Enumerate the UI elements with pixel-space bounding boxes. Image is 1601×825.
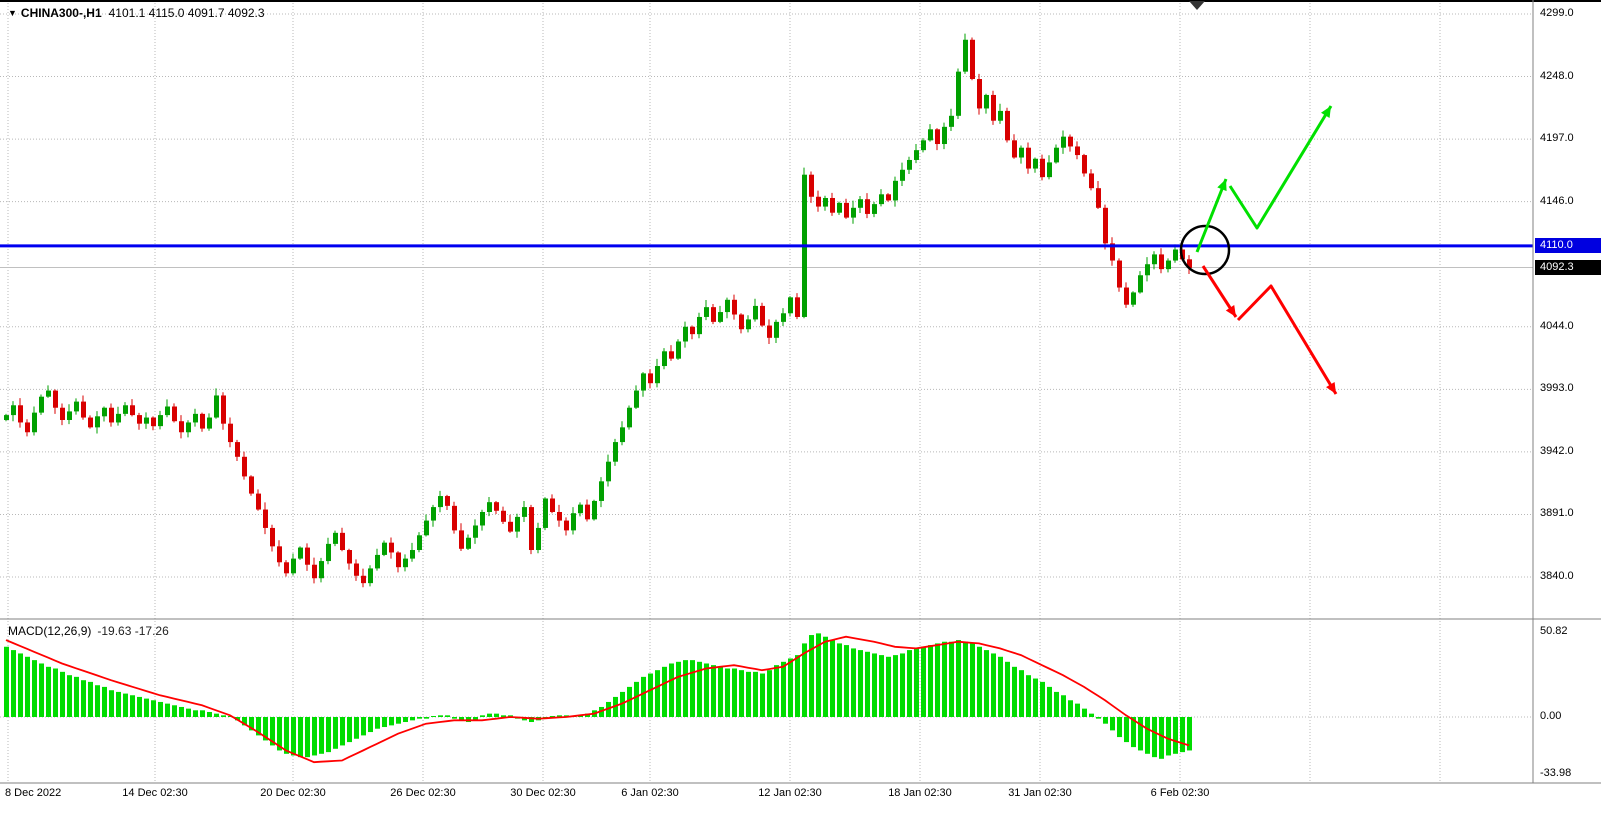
time-axis-label: 26 Dec 02:30 bbox=[390, 787, 456, 799]
macd-axis-label: 50.82 bbox=[1540, 625, 1568, 637]
macd-signal-line bbox=[5, 635, 1190, 764]
time-axis-label: 30 Dec 02:30 bbox=[510, 787, 576, 799]
macd-histogram bbox=[4, 633, 1192, 759]
symbol-dropdown-icon[interactable]: ▼ bbox=[8, 8, 17, 18]
time-axis-label: 6 Feb 02:30 bbox=[1150, 787, 1210, 799]
candlesticks bbox=[4, 33, 1192, 588]
time-axis-label: 6 Jan 02:30 bbox=[621, 787, 679, 799]
green-trend-arrow[interactable] bbox=[1228, 105, 1333, 230]
time-axis-label: 31 Jan 02:30 bbox=[1008, 787, 1072, 799]
macd-axis-label: 0.00 bbox=[1540, 710, 1562, 722]
chart-shift-marker-icon[interactable] bbox=[1189, 1, 1205, 10]
price-axis-label: 4299.0 bbox=[1540, 7, 1574, 19]
time-axis-label: 12 Jan 02:30 bbox=[758, 787, 822, 799]
arrowhead bbox=[1217, 179, 1227, 192]
symbol-period-label: CHINA300-,H1 bbox=[20, 6, 102, 20]
macd-values: -19.63 -17.26 bbox=[97, 624, 169, 638]
chart-title: ▼ CHINA300-,H1 4101.1 4115.0 4091.7 4092.3 bbox=[8, 6, 265, 20]
price-axis-label: 4146.0 bbox=[1540, 194, 1574, 207]
price-axis-label: 4197.0 bbox=[1540, 132, 1574, 145]
last-price-tag: 4092.3 bbox=[1535, 260, 1601, 276]
ohlc-values: 4101.1 4115.0 4091.7 4092.3 bbox=[108, 6, 265, 20]
arrowhead bbox=[1326, 381, 1336, 394]
arrowhead bbox=[1321, 106, 1331, 118]
price-axis-label: 3840.0 bbox=[1540, 570, 1574, 582]
time-axis-label: 8 Dec 2022 bbox=[5, 787, 62, 799]
macd-name: MACD(12,26,9) bbox=[8, 624, 92, 638]
blue-line-price-tag: 4110.0 bbox=[1535, 238, 1601, 254]
price-axis-label: 3993.0 bbox=[1540, 382, 1574, 395]
arrowhead bbox=[1225, 305, 1236, 317]
breakout-circle-annotation[interactable] bbox=[1179, 224, 1231, 276]
drawing-annotations[interactable] bbox=[1179, 105, 1338, 395]
macd-indicator-label: MACD(12,26,9) -19.63 -17.26 bbox=[8, 624, 169, 638]
grid-lines bbox=[0, 0, 1533, 783]
price-axis-label: 4044.0 bbox=[1540, 319, 1574, 332]
green-trend-arrow[interactable] bbox=[1195, 178, 1228, 253]
time-axis-label: 18 Jan 02:30 bbox=[888, 787, 952, 799]
panel-separators bbox=[0, 0, 1601, 784]
red-trend-arrow[interactable] bbox=[1236, 284, 1338, 395]
time-axis-label: 20 Dec 02:30 bbox=[260, 787, 326, 799]
price-axis-label: 3942.0 bbox=[1540, 444, 1574, 457]
price-axis-label: 4248.0 bbox=[1540, 69, 1574, 82]
time-axis-label: 14 Dec 02:30 bbox=[122, 787, 188, 799]
price-axis-label: 3891.0 bbox=[1540, 507, 1574, 520]
macd-axis-label: -33.98 bbox=[1540, 766, 1572, 779]
